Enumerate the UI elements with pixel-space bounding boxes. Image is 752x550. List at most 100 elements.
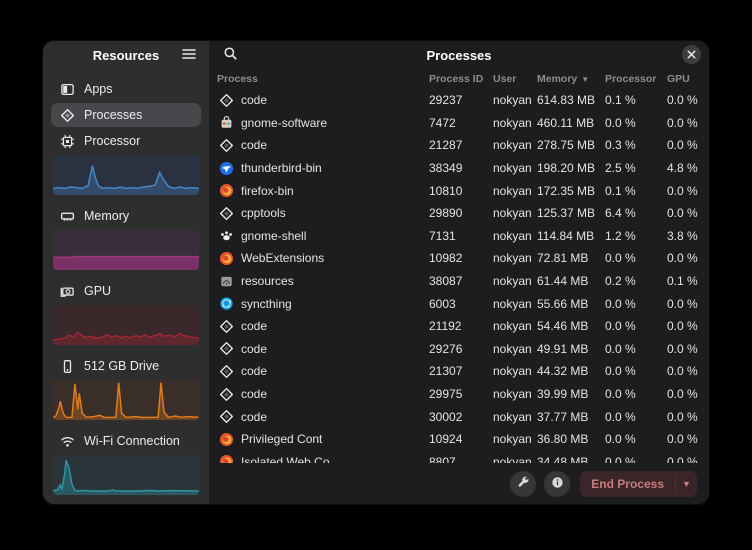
- process-row[interactable]: gnome-shell 7131 nokyan 114.84 MB 1.2 % 3.8 %: [209, 225, 709, 248]
- process-id: 21287: [429, 138, 463, 153]
- gpu-icon: [59, 283, 75, 299]
- code-icon: [219, 341, 234, 356]
- processor-icon: [59, 133, 75, 149]
- process-memory: 39.99 MB: [537, 387, 589, 402]
- sidebar-item-processes[interactable]: Processes: [51, 103, 201, 127]
- process-row[interactable]: syncthing 6003 nokyan 55.66 MB 0.0 % 0.0 %: [209, 292, 709, 315]
- process-cpu: 0.0 %: [605, 296, 636, 311]
- process-name: gnome-software: [241, 115, 328, 130]
- column-processor[interactable]: Processor: [605, 73, 657, 85]
- process-options-button[interactable]: [510, 470, 537, 497]
- process-row[interactable]: code 29237 nokyan 614.83 MB 0.1 % 0.0 %: [209, 89, 709, 112]
- process-row[interactable]: cpptools 29890 nokyan 125.37 MB 6.4 % 0.0 %: [209, 202, 709, 225]
- process-row[interactable]: WebExtensions 10982 nokyan 72.81 MB 0.0 % 0.0…: [209, 247, 709, 270]
- process-user: nokyan: [493, 183, 532, 198]
- sidebar-item-label: Apps: [84, 82, 113, 96]
- process-user: nokyan: [493, 454, 532, 463]
- sidebar-item-apps[interactable]: Apps: [51, 77, 201, 101]
- firefox-icon: [219, 454, 234, 463]
- process-cpu: 0.1 %: [605, 93, 636, 108]
- process-user: nokyan: [493, 432, 532, 447]
- process-gpu: 0.0 %: [667, 115, 698, 130]
- process-user: nokyan: [493, 228, 532, 243]
- process-row[interactable]: thunderbird-bin 38349 nokyan 198.20 MB 2.5 %…: [209, 157, 709, 180]
- process-row[interactable]: gnome-software 7472 nokyan 460.11 MB 0.0 % 0.…: [209, 112, 709, 135]
- process-row[interactable]: resources 38087 nokyan 61.44 MB 0.2 % 0.1 %: [209, 270, 709, 293]
- process-user: nokyan: [493, 296, 532, 311]
- dropdown-arrow-icon[interactable]: ▼: [682, 478, 691, 489]
- process-gpu: 0.0 %: [667, 409, 698, 424]
- process-memory: 34.48 MB: [537, 454, 589, 463]
- sidebar-item-label: 512 GB Drive: [84, 359, 160, 373]
- process-row[interactable]: firefox-bin 10810 nokyan 172.35 MB 0.1 % 0.0 …: [209, 179, 709, 202]
- process-name: resources: [241, 274, 294, 289]
- sidebar-item-drive[interactable]: 512 GB Drive: [51, 354, 201, 378]
- column-process-id[interactable]: Process ID: [429, 73, 484, 85]
- process-id: 10924: [429, 432, 463, 447]
- sidebar-item-wifi[interactable]: Wi-Fi Connection: [51, 429, 201, 453]
- process-name: Privileged Cont: [241, 432, 323, 447]
- main-header: Processes: [209, 41, 709, 69]
- process-id: 8807: [429, 454, 456, 463]
- resources-icon: [219, 274, 234, 289]
- process-cpu: 0.0 %: [605, 319, 636, 334]
- process-row[interactable]: code 21287 nokyan 278.75 MB 0.3 % 0.0 %: [209, 134, 709, 157]
- process-user: nokyan: [493, 251, 532, 266]
- process-memory: 37.77 MB: [537, 409, 589, 424]
- process-memory: 61.44 MB: [537, 274, 589, 289]
- process-information-button[interactable]: [544, 470, 571, 497]
- column-process[interactable]: Process: [217, 73, 258, 85]
- process-gpu: 0.0 %: [667, 251, 698, 266]
- process-gpu: 0.0 %: [667, 341, 698, 356]
- drive-usage-chart: [53, 380, 199, 420]
- sidebar-item-label: Memory: [84, 209, 130, 223]
- button-divider: [675, 475, 676, 492]
- sidebar-item-gpu[interactable]: GPU: [51, 279, 201, 303]
- process-id: 21307: [429, 364, 463, 379]
- sidebar-item-label: Wi-Fi Connection: [84, 434, 180, 448]
- process-row[interactable]: code 30002 nokyan 37.77 MB 0.0 % 0.0 %: [209, 405, 709, 428]
- column-memory[interactable]: Memory ▼: [537, 73, 605, 85]
- close-button[interactable]: [682, 45, 701, 64]
- gpu-usage-chart: [53, 305, 199, 345]
- process-cpu: 0.0 %: [605, 364, 636, 379]
- bag-icon: [219, 115, 234, 130]
- thunderbird-icon: [219, 161, 234, 176]
- process-row[interactable]: Isolated Web Co 8807 nokyan 34.48 MB 0.0 % 0.…: [209, 451, 709, 463]
- sidebar-item-processor[interactable]: Processor: [51, 129, 201, 153]
- apps-icon: [59, 81, 75, 97]
- process-cpu: 0.0 %: [605, 115, 636, 130]
- process-user: nokyan: [493, 138, 532, 153]
- process-row[interactable]: code 21307 nokyan 44.32 MB 0.0 % 0.0 %: [209, 360, 709, 383]
- process-id: 30002: [429, 409, 463, 424]
- column-gpu[interactable]: GPU: [667, 73, 690, 85]
- process-name: Isolated Web Co: [241, 454, 330, 463]
- sidebar-item-label: Processor: [84, 134, 141, 148]
- column-user[interactable]: User: [493, 73, 517, 85]
- process-cpu: 1.2 %: [605, 228, 636, 243]
- main-pane: Processes Process Process ID User Memory…: [209, 41, 709, 504]
- process-row[interactable]: Privileged Cont 10924 nokyan 36.80 MB 0.0 % 0…: [209, 428, 709, 451]
- sidebar-item-memory[interactable]: Memory: [51, 204, 201, 228]
- process-cpu: 0.0 %: [605, 454, 636, 463]
- end-process-button[interactable]: End Process ▼: [580, 470, 697, 497]
- main-menu-button[interactable]: [177, 44, 201, 66]
- wifi-usage-chart: [53, 455, 199, 495]
- process-name: code: [241, 341, 268, 356]
- process-gpu: 0.0 %: [667, 296, 698, 311]
- process-row[interactable]: code 21192 nokyan 54.46 MB 0.0 % 0.0 %: [209, 315, 709, 338]
- process-user: nokyan: [493, 341, 532, 356]
- search-button[interactable]: [219, 45, 241, 65]
- process-row[interactable]: code 29975 nokyan 39.99 MB 0.0 % 0.0 %: [209, 383, 709, 406]
- process-id: 6003: [429, 296, 456, 311]
- process-id: 38087: [429, 274, 463, 289]
- firefox-icon: [219, 432, 234, 447]
- process-memory: 460.11 MB: [537, 115, 595, 130]
- code-icon: [219, 206, 234, 221]
- shell-icon: [219, 228, 234, 243]
- page-title: Processes: [426, 47, 492, 63]
- process-user: nokyan: [493, 274, 532, 289]
- process-gpu: 0.0 %: [667, 93, 698, 108]
- process-gpu: 0.0 %: [667, 138, 698, 153]
- process-row[interactable]: code 29276 nokyan 49.91 MB 0.0 % 0.0 %: [209, 338, 709, 361]
